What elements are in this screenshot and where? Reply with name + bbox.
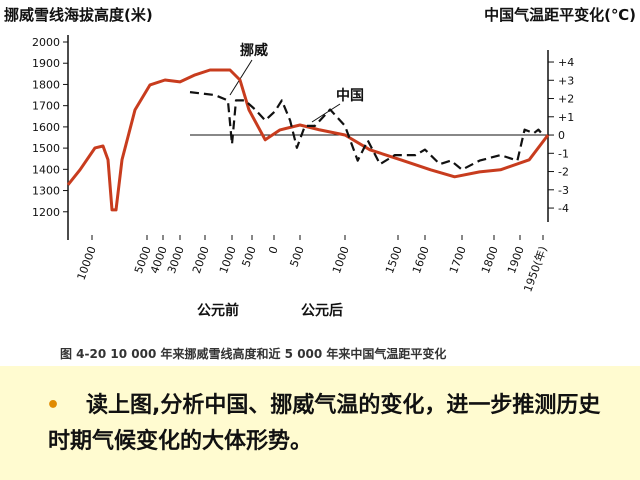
y2-tick-label: 0	[558, 129, 565, 142]
y2-tick-label: -2	[558, 166, 569, 179]
y-tick-label: 1200	[32, 206, 60, 219]
series-label: 挪威	[240, 42, 268, 59]
x-tick-label: 1700	[447, 245, 469, 276]
y-tick-label: 1300	[32, 185, 60, 198]
caption: 图 4-20 10 000 年来挪威雪线高度和近 5 000 年来中国气温距平变…	[60, 346, 446, 361]
question-text: 读上图,分析中国、挪威气温的变化，进一步推测历史时期气候变化的大体形势。	[48, 393, 601, 454]
x-tick-label: 1500	[383, 245, 405, 276]
x-tick-label: 1000	[330, 245, 352, 276]
y2-tick-label: +2	[558, 93, 574, 106]
y-tick-label: 1800	[32, 78, 60, 91]
x-tick-label: 1600	[410, 245, 432, 276]
y-tick-label: 2000	[32, 36, 60, 49]
y2-tick-label: -4	[558, 202, 569, 215]
chart: 挪威雪线海拔高度(米) 中国气温距平变化(℃) 公元前 公元后 图 4-20 1…	[4, 6, 636, 361]
series-label: 中国	[336, 87, 364, 104]
question-box: • 读上图,分析中国、挪威气温的变化，进一步推测历史时期气候变化的大体形势。	[0, 366, 640, 480]
leader-line	[311, 103, 341, 123]
y-tick-label: 1600	[32, 121, 60, 134]
x-tick-label: 10000	[75, 245, 99, 282]
y-tick-label: 1700	[32, 100, 60, 113]
x-tick-label: 0	[266, 245, 281, 256]
y-tick-label: 1900	[32, 57, 60, 70]
x-tick-label: 1900	[505, 245, 527, 276]
leader-line	[229, 59, 253, 96]
x-tick-label: 500	[239, 245, 258, 269]
x-tick-label: 2000	[190, 245, 212, 276]
series-line	[66, 68, 550, 212]
era-label: 公元后	[301, 302, 343, 319]
question: • 读上图,分析中国、挪威气温的变化，进一步推测历史时期气候变化的大体形势。	[46, 388, 608, 460]
era-label: 公元前	[197, 302, 239, 319]
y2-tick-label: +1	[558, 111, 574, 124]
y2-tick-label: +4	[558, 56, 574, 69]
y-tick-label: 1400	[32, 163, 60, 176]
bullet: •	[46, 393, 61, 418]
y2-tick-label: -1	[558, 147, 569, 160]
x-tick-label: 1800	[479, 245, 501, 276]
y2-tick-label: +3	[558, 74, 574, 87]
y-tick-label: 1500	[32, 142, 60, 155]
series-line	[189, 91, 544, 171]
y2-tick-label: -3	[558, 184, 569, 197]
y-axis-title: 挪威雪线海拔高度(米)	[4, 6, 153, 24]
x-tick-label: 1000	[217, 245, 239, 276]
y2-axis-title: 中国气温距平变化(℃)	[484, 6, 636, 24]
x-tick-label: 500	[287, 245, 306, 269]
